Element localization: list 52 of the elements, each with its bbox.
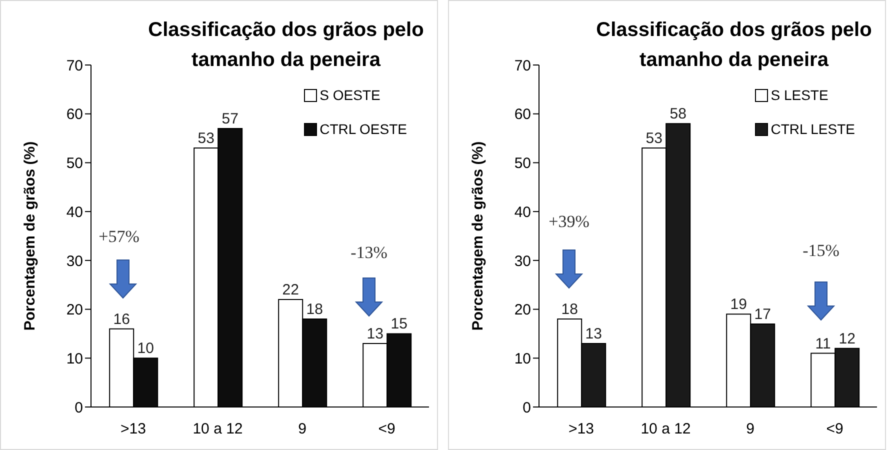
y-tick-label: 10 — [514, 350, 531, 368]
y-tick-label: 0 — [74, 399, 83, 416]
data-label: 19 — [730, 296, 747, 314]
data-label: 53 — [198, 130, 214, 148]
data-label: 18 — [561, 301, 578, 318]
data-label: 17 — [754, 306, 771, 323]
y-tick-label: 60 — [66, 106, 83, 124]
data-label: 58 — [670, 106, 686, 123]
x-tick-label: <9 — [378, 420, 396, 438]
annotation: +39% — [548, 212, 590, 232]
legend-label: CTRL OESTE — [320, 121, 407, 137]
x-tick-label: <9 — [826, 420, 844, 438]
data-label: 13 — [366, 325, 384, 342]
data-label: 18 — [306, 301, 323, 318]
data-label: 12 — [838, 330, 856, 348]
y-tick-label: 30 — [514, 252, 531, 270]
y-tick-label: 20 — [66, 302, 83, 319]
annotation: -15% — [802, 241, 840, 261]
x-tick-label: 9 — [298, 420, 306, 438]
x-tick-label: 10 a 12 — [640, 420, 691, 438]
legend-label: S LESTE — [770, 87, 828, 103]
annotation: +57% — [98, 227, 140, 247]
data-label: 16 — [113, 310, 130, 328]
chart-title: Classificação dos grãos pelo tamanho da peneira — [595, 18, 873, 73]
data-label: 57 — [222, 110, 238, 128]
x-tick-label: >13 — [120, 420, 146, 438]
chart-title: Classificação dos grãos pelo tamanho da peneira — [147, 18, 425, 73]
y-tick-label: 10 — [66, 350, 83, 368]
y-tick-label: 70 — [514, 57, 531, 74]
annotation: -13% — [350, 243, 388, 263]
x-tick-label: 10 a 12 — [192, 420, 243, 438]
legend-label: S OESTE — [320, 87, 380, 103]
data-label: 53 — [646, 130, 662, 148]
y-tick-label: 70 — [66, 57, 83, 74]
y-tick-label: 40 — [514, 204, 531, 221]
y-tick-label: 60 — [514, 106, 531, 124]
y-tick-label: 30 — [66, 252, 83, 270]
x-tick-label: >13 — [568, 420, 594, 438]
y-tick-label: 50 — [514, 155, 531, 172]
y-tick-label: 40 — [66, 204, 83, 221]
y-tick-label: 20 — [514, 302, 531, 319]
y-tick-label: 50 — [66, 155, 83, 172]
data-label: 13 — [585, 325, 602, 342]
y-tick-label: 0 — [522, 399, 531, 416]
y-axis-title: Porcentagem de grãos (%) — [21, 141, 38, 331]
data-label: 22 — [282, 282, 299, 299]
x-tick-label: 9 — [746, 420, 754, 438]
legend-label: CTRL LESTE — [770, 121, 855, 137]
data-label: 15 — [390, 316, 408, 333]
data-label: 10 — [137, 340, 154, 358]
y-axis-title: Porcentagem de grãos (%) — [469, 141, 486, 331]
data-label: 11 — [815, 335, 831, 352]
